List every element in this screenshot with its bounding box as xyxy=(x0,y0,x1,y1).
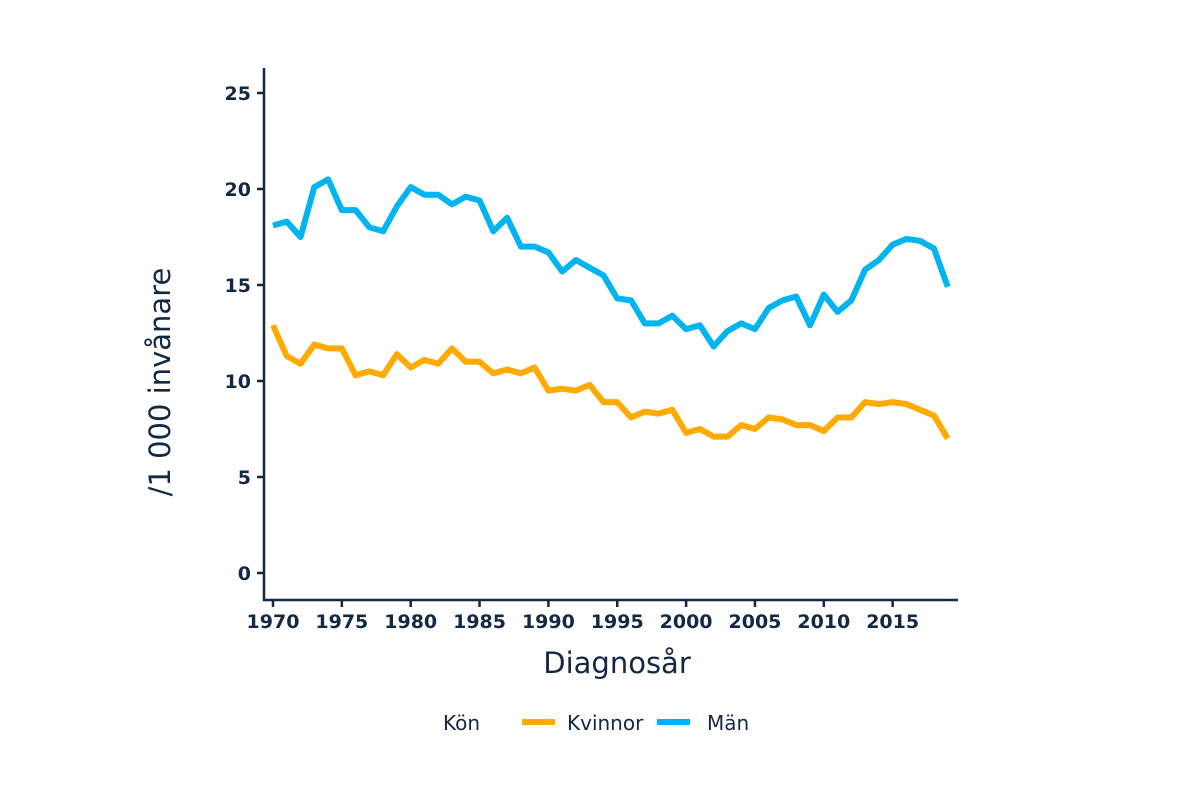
series-layer xyxy=(270,176,951,441)
legend-label-kvinnor: Kvinnor xyxy=(567,711,644,735)
legend-label-man: Män xyxy=(707,711,749,735)
x-tick-label: 2005 xyxy=(729,611,782,633)
x-tick-label: 1990 xyxy=(522,611,575,633)
series-line-mn xyxy=(272,176,951,350)
y-axis-title: /1 000 invånare xyxy=(143,268,177,497)
legend: Kön Kvinnor Män xyxy=(443,711,749,735)
y-tick-label: 10 xyxy=(225,371,251,393)
legend-title: Kön xyxy=(443,711,480,735)
y-tick-label: 25 xyxy=(225,83,251,105)
y-tick-label: 0 xyxy=(238,563,251,585)
y-tick-label: 15 xyxy=(225,275,251,297)
ticks-layer: 0 5 10 15 20 25 1970 1975 1980 1985 1990 1995 2000 20… xyxy=(225,83,920,633)
x-axis-title: Diagnosår xyxy=(543,646,691,680)
x-tick-label: 1980 xyxy=(384,611,437,633)
y-tick-label: 5 xyxy=(238,467,251,489)
x-tick-label: 1995 xyxy=(591,611,644,633)
x-tick-label: 2015 xyxy=(866,611,919,633)
series-line-kvinnor xyxy=(270,324,951,441)
x-tick-label: 2000 xyxy=(660,611,713,633)
x-tick-label: 1975 xyxy=(315,611,368,633)
y-tick-label: 20 xyxy=(225,179,251,201)
x-tick-label: 1985 xyxy=(453,611,506,633)
x-tick-label: 2010 xyxy=(797,611,850,633)
x-tick-label: 1970 xyxy=(247,611,300,633)
